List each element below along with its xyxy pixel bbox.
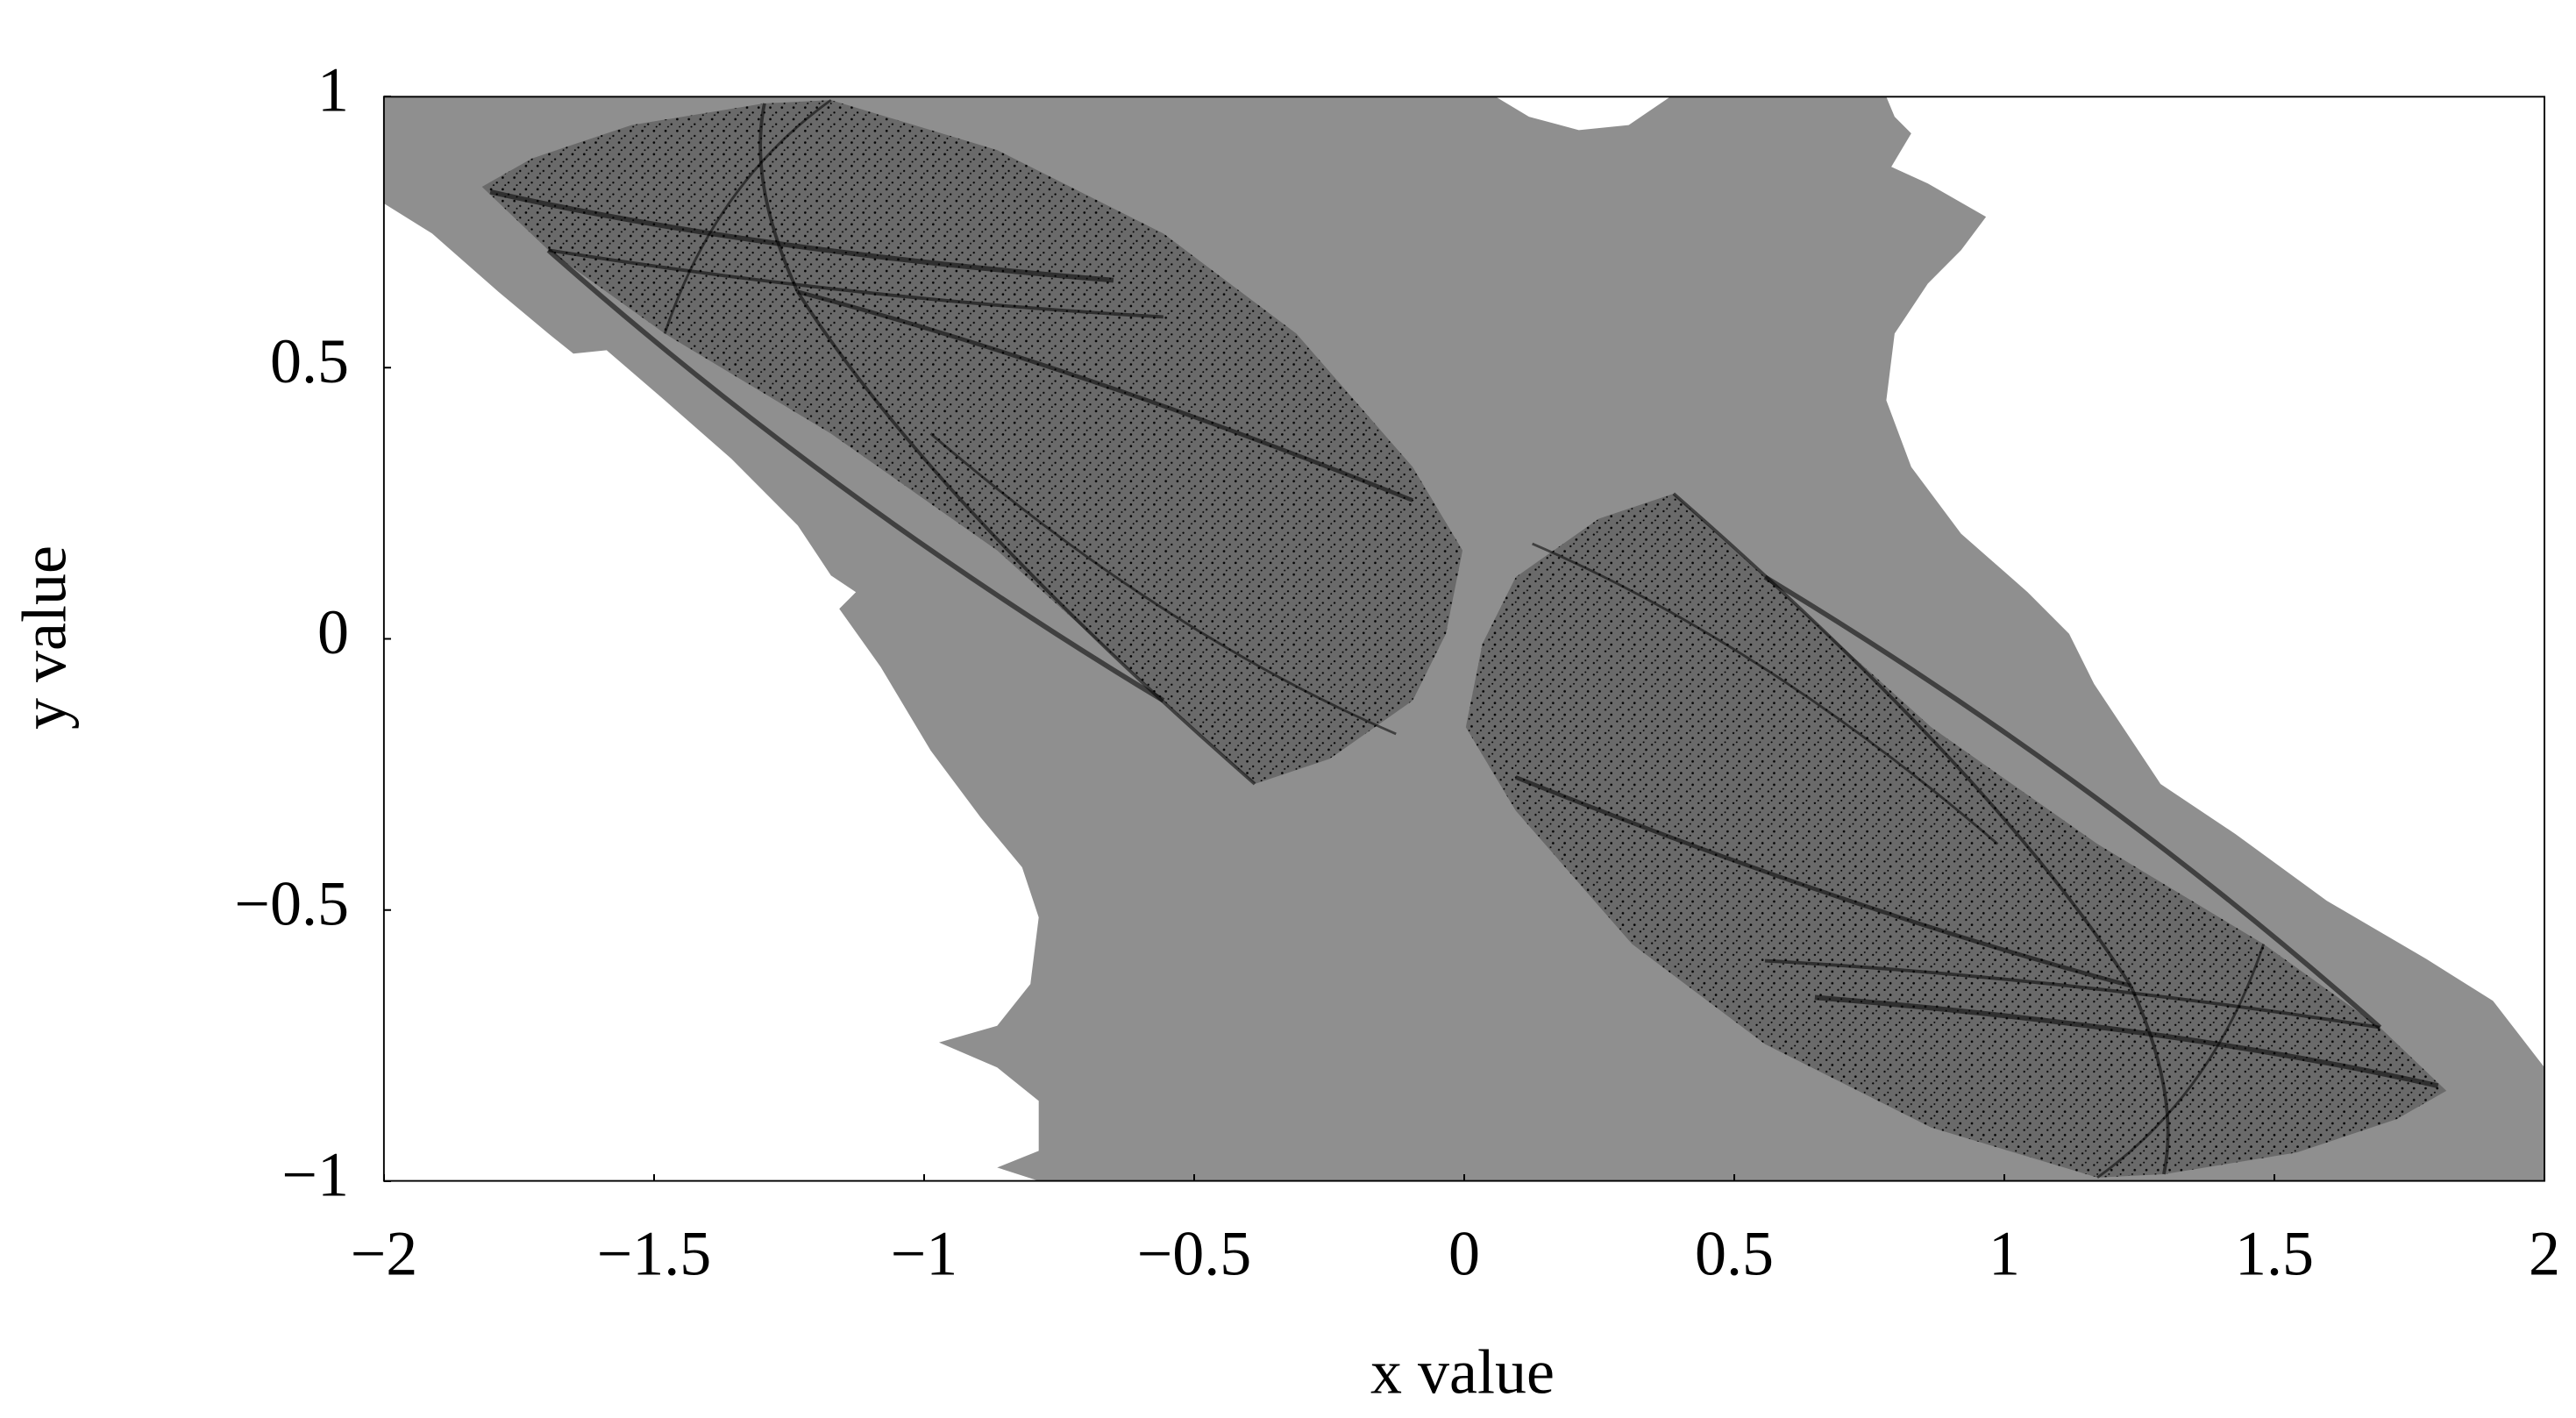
y-tick-label: 0 (317, 597, 349, 667)
x-tick-label: −0.5 (1137, 1219, 1252, 1289)
x-axis-label: x value (1370, 1337, 1555, 1407)
x-tick-label: 1.5 (2235, 1219, 2314, 1289)
y-tick-label: −1 (281, 1140, 349, 1210)
x-tick-label: −1 (891, 1219, 958, 1289)
x-tick-label: 0 (1448, 1219, 1480, 1289)
y-tick-label: 0.5 (270, 326, 349, 396)
y-tick-label: −0.5 (234, 868, 349, 938)
x-tick-label: 0.5 (1695, 1219, 1774, 1289)
escape-region (383, 203, 1039, 1181)
y-axis-label: y value (10, 545, 80, 730)
x-tick-label: −2 (351, 1219, 418, 1289)
escape-region (1886, 96, 2545, 1068)
x-tick-label: 2 (2529, 1219, 2560, 1289)
plot-area (382, 96, 2545, 1182)
x-tick-label: −1.5 (597, 1219, 712, 1289)
y-tick-label: 1 (317, 55, 349, 125)
x-tick-label: 1 (1989, 1219, 2020, 1289)
escape-region (1495, 96, 1670, 131)
